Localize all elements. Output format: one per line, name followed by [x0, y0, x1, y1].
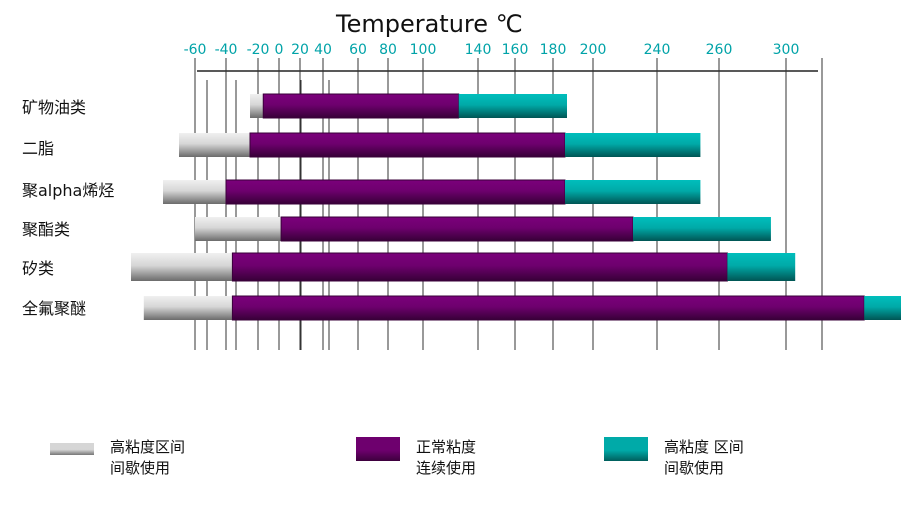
category-label: 二脂 [22, 139, 54, 158]
bar-segment [225, 179, 566, 205]
category-label: 全氟聚醚 [22, 299, 86, 318]
bar-segment [231, 295, 865, 321]
x-tick-label: 80 [379, 42, 397, 58]
bar-segment [633, 217, 771, 241]
x-tick-label: 200 [580, 42, 607, 58]
bar-segment [143, 296, 233, 320]
bar-segment [727, 253, 796, 281]
chart-title: Temperature ℃ [335, 10, 523, 38]
bar-segment [864, 296, 901, 320]
bar-segment [565, 133, 701, 157]
x-tick-labels: -60 -40 -20 0 20 40 60 80 100 140 160 180 200 240 260 3… [184, 42, 800, 58]
x-tick-label: 40 [314, 42, 332, 58]
x-tick-label: 20 [291, 42, 309, 58]
x-tick-label: 0 [275, 42, 284, 58]
x-tick-label: 260 [706, 42, 733, 58]
x-tick-label: 180 [540, 42, 567, 58]
bar-segment [280, 216, 634, 242]
x-tick-label: -40 [215, 42, 238, 58]
bar-segment [249, 132, 566, 158]
x-tick-label: 60 [349, 42, 367, 58]
x-tick-label: -20 [247, 42, 270, 58]
x-tick-label: 100 [410, 42, 437, 58]
legend-label-3-line2: 间歇使用 [664, 459, 725, 477]
legend-item-normal-viscosity-continuous: 正常粘度 连续使用 [356, 437, 476, 479]
legend-label-1-line1: 高粘度区间 [110, 438, 186, 456]
x-tick-label: 240 [644, 42, 671, 58]
x-tick-label: 300 [773, 42, 800, 58]
legend-swatch-purple [356, 437, 400, 461]
category-label: 矽类 [22, 259, 54, 278]
bar-segment [195, 217, 282, 241]
bar-segment [131, 253, 233, 281]
legend-swatch-gray [50, 443, 94, 455]
legend-label-3-line1: 高粘度 区间 [664, 438, 744, 456]
bar-segment [250, 94, 264, 118]
legend-label-1-line2: 间歇使用 [110, 459, 171, 477]
bar-segment [163, 180, 226, 204]
x-tick-label: 140 [465, 42, 492, 58]
legend-item-high-viscosity-range-intermittent: 高粘度 区间 间歇使用 [604, 437, 744, 479]
bar-segment [262, 93, 460, 119]
bar-segment [458, 94, 567, 118]
category-label: 聚alpha烯烃 [22, 181, 114, 200]
bar-segment [179, 133, 250, 157]
legend-swatch-teal [604, 437, 648, 461]
x-tick-label: -60 [184, 42, 207, 58]
bar-segment [565, 180, 701, 204]
legend-item-high-viscosity-intermittent: 高粘度区间 间歇使用 [50, 437, 185, 479]
bar-segment [231, 252, 728, 282]
x-tick-label: 160 [502, 42, 529, 58]
category-label: 矿物油类 [22, 98, 86, 117]
bars [131, 93, 901, 321]
legend-label-2-line2: 连续使用 [416, 459, 477, 477]
legend-label-2-line1: 正常粘度 [416, 438, 477, 456]
category-label: 聚酯类 [22, 220, 70, 239]
